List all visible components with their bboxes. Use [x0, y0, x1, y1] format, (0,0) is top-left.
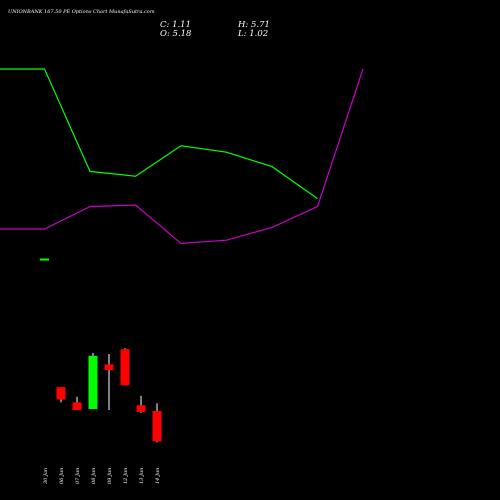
- candle-body: [56, 387, 66, 400]
- overlay-line-2: [0, 68, 364, 245]
- close-value: C: 1.11: [160, 20, 191, 30]
- x-tick-label: 07 Jun: [75, 468, 81, 484]
- marker-group: [40, 258, 49, 261]
- candle-body: [120, 349, 130, 386]
- overlay-lines: [0, 68, 364, 245]
- candle-body: [136, 405, 146, 412]
- x-tick-label: 12 Jun: [123, 468, 129, 484]
- candle-body: [104, 364, 114, 371]
- low-value: L: 1.02: [238, 29, 269, 39]
- x-axis-labels: 30 Jan 06 Jun 07 Jun 08 Jun 09 Jun 12 Jun 13 J…: [43, 468, 161, 484]
- x-tick-label: 14 Jun: [155, 468, 161, 484]
- open-value: O: 5.18: [160, 29, 192, 39]
- candle-body: [88, 355, 98, 410]
- candlesticks: [56, 348, 162, 443]
- overlay-line-1: [0, 68, 318, 200]
- x-tick-label: 08 Jun: [91, 468, 97, 484]
- x-tick-label: 30 Jan: [43, 468, 49, 484]
- marker-dash: [40, 258, 49, 261]
- candle-body: [72, 402, 82, 410]
- x-tick-label: 09 Jun: [107, 468, 113, 484]
- chart-title: UNIONBANK 167.50 PE Options Chart Munafa…: [8, 9, 155, 15]
- x-tick-label: 06 Jun: [59, 468, 65, 484]
- candle-body: [152, 410, 162, 442]
- high-value: H: 5.71: [238, 20, 270, 30]
- x-tick-label: 13 Jun: [139, 468, 145, 484]
